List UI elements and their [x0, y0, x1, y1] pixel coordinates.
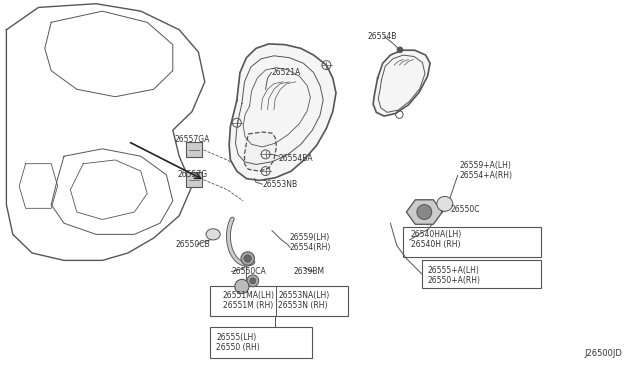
Ellipse shape — [206, 229, 220, 240]
Text: 26553NA(LH): 26553NA(LH) — [278, 291, 330, 300]
Text: 26557G: 26557G — [178, 170, 208, 179]
Polygon shape — [244, 132, 276, 171]
Text: 26550+A(RH): 26550+A(RH) — [428, 276, 481, 285]
Circle shape — [235, 279, 249, 294]
Text: 26550CA: 26550CA — [232, 267, 266, 276]
Text: 26554+A(RH): 26554+A(RH) — [460, 171, 513, 180]
Text: 26554B: 26554B — [368, 32, 397, 41]
Text: 26521A: 26521A — [271, 68, 301, 77]
Text: 26554(RH): 26554(RH) — [290, 243, 332, 252]
Text: 26550 (RH): 26550 (RH) — [216, 343, 260, 352]
Text: J26500JD: J26500JD — [584, 349, 622, 358]
FancyBboxPatch shape — [186, 142, 202, 157]
Text: 26555(LH): 26555(LH) — [216, 333, 257, 342]
FancyBboxPatch shape — [186, 172, 202, 187]
Text: 26557GA: 26557GA — [174, 135, 209, 144]
Polygon shape — [406, 200, 442, 224]
Polygon shape — [373, 50, 430, 116]
Text: 26551M (RH): 26551M (RH) — [223, 301, 273, 310]
Text: 26553N (RH): 26553N (RH) — [278, 301, 328, 310]
Ellipse shape — [436, 196, 453, 211]
Text: 26554BA: 26554BA — [278, 154, 313, 163]
Text: 26559(LH): 26559(LH) — [290, 233, 330, 242]
Circle shape — [250, 278, 256, 284]
Text: 2639BM: 2639BM — [293, 267, 324, 276]
Circle shape — [241, 252, 254, 265]
Circle shape — [397, 47, 403, 53]
Text: 26555+A(LH): 26555+A(LH) — [428, 266, 479, 275]
Text: 26550CB: 26550CB — [175, 240, 210, 249]
Circle shape — [244, 255, 252, 262]
Text: 26553NB: 26553NB — [262, 180, 298, 189]
Text: 26540HA(LH): 26540HA(LH) — [411, 230, 462, 239]
Text: 26559+A(LH): 26559+A(LH) — [460, 161, 511, 170]
Text: 26550C: 26550C — [451, 205, 480, 214]
Polygon shape — [229, 44, 336, 180]
Text: 26540H (RH): 26540H (RH) — [411, 240, 460, 249]
Circle shape — [417, 205, 432, 219]
Text: 26551MA(LH): 26551MA(LH) — [223, 291, 275, 300]
Circle shape — [247, 275, 259, 287]
